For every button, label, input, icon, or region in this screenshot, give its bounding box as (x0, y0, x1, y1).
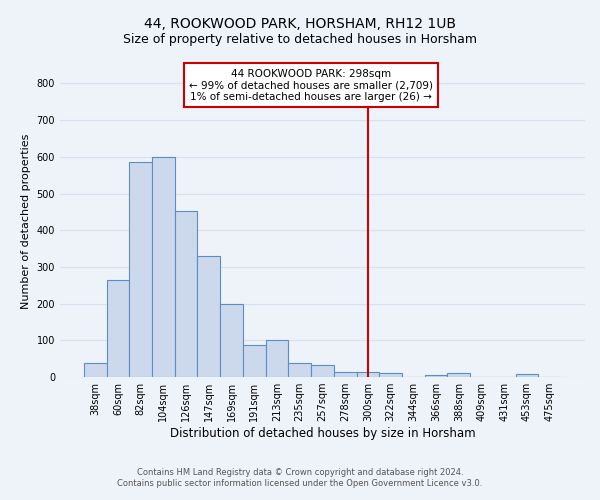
Bar (425, 374, 448, 377)
Bar (379, 374, 402, 377)
Bar (175, 211, 197, 377)
Bar (266, 340, 289, 377)
Bar (311, 366, 334, 377)
Bar (515, 374, 538, 377)
Bar (243, 345, 266, 377)
Y-axis label: Number of detached properties: Number of detached properties (21, 134, 31, 308)
Text: 44, ROOKWOOD PARK, HORSHAM, RH12 1UB: 44, ROOKWOOD PARK, HORSHAM, RH12 1UB (144, 18, 456, 32)
Text: Size of property relative to detached houses in Horsham: Size of property relative to detached ho… (123, 32, 477, 46)
X-axis label: Distribution of detached houses by size in Horsham: Distribution of detached houses by size … (170, 427, 475, 440)
Bar (289, 363, 311, 377)
Text: 44 ROOKWOOD PARK: 298sqm
← 99% of detached houses are smaller (2,709)
1% of semi: 44 ROOKWOOD PARK: 298sqm ← 99% of detach… (189, 68, 433, 102)
Bar (334, 372, 356, 377)
Bar (107, 280, 129, 377)
Bar (220, 304, 243, 377)
Bar (84, 363, 107, 377)
Bar (356, 372, 379, 377)
Text: Contains HM Land Registry data © Crown copyright and database right 2024.
Contai: Contains HM Land Registry data © Crown c… (118, 468, 482, 487)
Bar (197, 256, 220, 377)
Bar (152, 157, 175, 377)
Bar (448, 374, 470, 377)
Bar (129, 162, 152, 377)
